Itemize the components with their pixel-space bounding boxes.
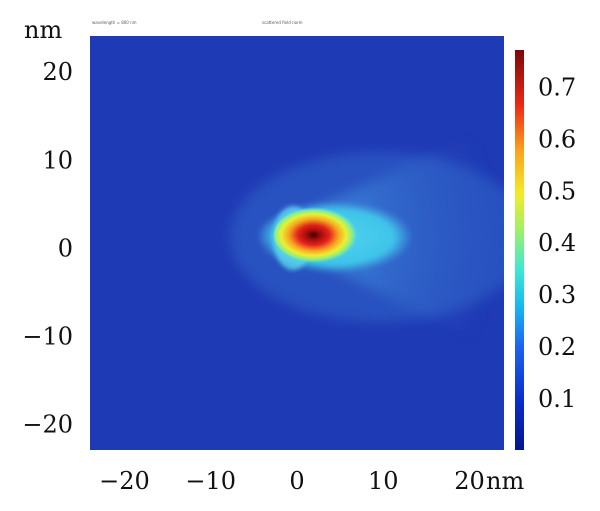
y-tick-label: 0 (58, 234, 73, 262)
y-tick-label: −10 (22, 322, 73, 350)
colorbar-tick-label: 0.5 (538, 177, 576, 205)
y-tick-label: 20 (42, 58, 73, 86)
colorbar-tick-label: 0.4 (538, 229, 576, 257)
x-axis-unit: nm (486, 467, 524, 495)
x-tick-label: 0 (289, 467, 304, 495)
x-tick-label: 20 (454, 467, 485, 495)
colorbar-tick-label: 0.6 (538, 125, 576, 153)
x-tick-label: −10 (185, 467, 236, 495)
x-tick-label: −20 (99, 467, 150, 495)
colorbar: 0.7 0.6 0.5 0.4 0.3 0.2 0.1 (515, 50, 576, 450)
field-hot-core (274, 207, 362, 263)
colorbar-tick-label: 0.3 (538, 281, 576, 309)
colorbar-gradient (515, 50, 524, 450)
y-tick-label: −20 (22, 411, 73, 439)
colorbar-tick-label: 0.7 (538, 73, 576, 101)
colorbar-tick-label: 0.1 (538, 385, 576, 413)
y-axis-ticks: 20 10 0 −10 −20 (22, 58, 73, 438)
heatmap-plot-area (90, 36, 504, 450)
header-text-center: scattered field norm (262, 20, 303, 25)
y-axis-unit: nm (24, 16, 62, 44)
colorbar-ticks: 0.7 0.6 0.5 0.4 0.3 0.2 0.1 (538, 73, 576, 413)
x-axis-ticks: −20 −10 0 10 20 (99, 467, 485, 495)
colorbar-tick-label: 0.2 (538, 333, 576, 361)
y-tick-label: 10 (42, 146, 73, 174)
header-text-left: wavelength = 800 nm (92, 20, 137, 25)
x-tick-label: 10 (368, 467, 399, 495)
